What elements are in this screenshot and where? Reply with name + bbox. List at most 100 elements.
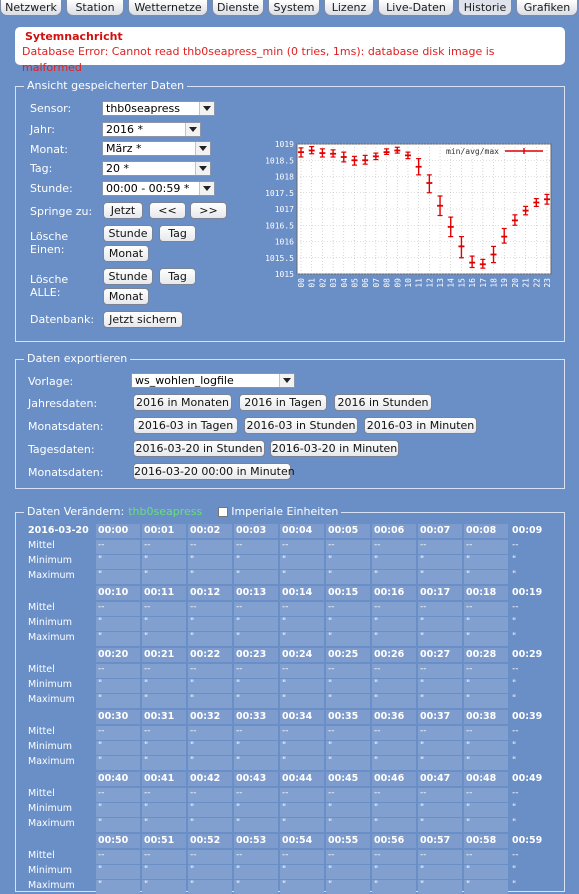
minute-value-cell[interactable]: -- xyxy=(326,726,370,740)
minute-value-cell[interactable]: " xyxy=(188,803,232,817)
minute-value-cell[interactable]: " xyxy=(234,756,278,770)
minute-value-cell[interactable]: -- xyxy=(234,664,278,678)
minute-value-cell[interactable]: -- xyxy=(418,788,462,802)
minute-value-cell[interactable]: " xyxy=(280,570,324,584)
minute-value-cell[interactable]: " xyxy=(512,694,517,704)
minute-value-cell[interactable]: " xyxy=(96,694,140,708)
minute-value-cell[interactable]: " xyxy=(234,555,278,569)
minute-value-cell[interactable]: -- xyxy=(512,788,519,798)
minute-value-cell[interactable]: " xyxy=(188,679,232,693)
minute-value-cell[interactable]: -- xyxy=(418,602,462,616)
minute-value-cell[interactable]: -- xyxy=(418,850,462,864)
minute-value-cell[interactable]: " xyxy=(512,818,517,828)
minute-value-cell[interactable]: " xyxy=(464,756,508,770)
minute-value-cell[interactable]: " xyxy=(234,803,278,817)
export-year-days-button[interactable]: 2016 in Tagen xyxy=(239,394,327,411)
template-select[interactable]: ws_wohlen_logfile xyxy=(131,373,295,388)
sensor-select[interactable]: thb0seapress xyxy=(102,101,215,116)
minute-value-cell[interactable]: -- xyxy=(188,726,232,740)
export-hour-minutes-button[interactable]: 2016-03-20 00:00 in Minuten xyxy=(133,463,295,480)
minute-value-cell[interactable]: " xyxy=(326,756,370,770)
minute-value-cell[interactable]: " xyxy=(188,865,232,879)
export-year-hours-button[interactable]: 2016 in Stunden xyxy=(334,394,432,411)
minute-value-cell[interactable]: -- xyxy=(326,540,370,554)
minute-value-cell[interactable]: " xyxy=(418,570,462,584)
minute-value-cell[interactable]: " xyxy=(142,570,186,584)
minute-value-cell[interactable]: " xyxy=(464,632,508,646)
minute-value-cell[interactable]: -- xyxy=(512,540,519,550)
minute-value-cell[interactable]: " xyxy=(234,818,278,832)
minute-value-cell[interactable]: -- xyxy=(326,664,370,678)
minute-value-cell[interactable]: " xyxy=(188,570,232,584)
minute-value-cell[interactable]: " xyxy=(418,632,462,646)
delete-one-hour-button[interactable]: Stunde xyxy=(103,225,153,242)
minute-value-cell[interactable]: -- xyxy=(142,850,186,864)
minute-value-cell[interactable]: " xyxy=(96,570,140,584)
minute-value-cell[interactable]: " xyxy=(464,617,508,631)
minute-value-cell[interactable]: -- xyxy=(142,664,186,678)
minute-value-cell[interactable]: " xyxy=(326,679,370,693)
minute-value-cell[interactable]: -- xyxy=(96,726,140,740)
minute-value-cell[interactable]: -- xyxy=(326,602,370,616)
tab-grafiken[interactable]: Grafiken xyxy=(516,0,578,16)
minute-value-cell[interactable]: " xyxy=(142,694,186,708)
minute-value-cell[interactable]: " xyxy=(142,818,186,832)
minute-value-cell[interactable]: " xyxy=(188,741,232,755)
delete-all-day-button[interactable]: Tag xyxy=(159,268,196,285)
minute-value-cell[interactable]: " xyxy=(512,679,517,689)
export-day-minutes-button[interactable]: 2016-03-20 in Minuten xyxy=(270,440,399,457)
minute-value-cell[interactable]: -- xyxy=(142,540,186,554)
minute-value-cell[interactable]: -- xyxy=(96,540,140,554)
jump-now-button[interactable]: Jetzt xyxy=(103,202,143,219)
minute-value-cell[interactable]: " xyxy=(326,632,370,646)
minute-value-cell[interactable]: -- xyxy=(512,664,519,674)
minute-value-cell[interactable]: " xyxy=(418,694,462,708)
minute-value-cell[interactable]: " xyxy=(512,570,517,580)
minute-value-cell[interactable]: " xyxy=(96,632,140,646)
minute-value-cell[interactable]: " xyxy=(280,756,324,770)
minute-value-cell[interactable]: -- xyxy=(372,602,416,616)
jump-prev-button[interactable]: << xyxy=(149,202,186,219)
tab-system[interactable]: System xyxy=(268,0,320,16)
minute-value-cell[interactable]: " xyxy=(464,818,508,832)
minute-value-cell[interactable]: " xyxy=(464,555,508,569)
minute-value-cell[interactable]: -- xyxy=(464,602,508,616)
minute-value-cell[interactable]: " xyxy=(326,694,370,708)
tab-netzwerk[interactable]: Netzwerk xyxy=(0,0,62,16)
minute-value-cell[interactable]: -- xyxy=(234,602,278,616)
minute-value-cell[interactable]: -- xyxy=(188,602,232,616)
minute-value-cell[interactable]: " xyxy=(372,694,416,708)
minute-value-cell[interactable]: -- xyxy=(464,788,508,802)
minute-value-cell[interactable]: " xyxy=(234,632,278,646)
minute-value-cell[interactable]: " xyxy=(326,741,370,755)
minute-value-cell[interactable]: " xyxy=(512,880,517,890)
minute-value-cell[interactable]: " xyxy=(464,865,508,879)
minute-value-cell[interactable]: " xyxy=(418,880,462,894)
export-day-hours-button[interactable]: 2016-03-20 in Stunden xyxy=(133,440,265,457)
minute-value-cell[interactable]: -- xyxy=(96,602,140,616)
minute-value-cell[interactable]: " xyxy=(96,803,140,817)
minute-value-cell[interactable]: " xyxy=(142,880,186,894)
backup-now-button[interactable]: Jetzt sichern xyxy=(103,311,183,328)
minute-value-cell[interactable]: " xyxy=(464,741,508,755)
minute-value-cell[interactable]: " xyxy=(234,865,278,879)
minute-value-cell[interactable]: -- xyxy=(142,726,186,740)
minute-value-cell[interactable]: " xyxy=(188,694,232,708)
minute-value-cell[interactable]: -- xyxy=(280,664,324,678)
minute-value-cell[interactable]: " xyxy=(188,632,232,646)
minute-value-cell[interactable]: " xyxy=(418,818,462,832)
minute-value-cell[interactable]: -- xyxy=(512,602,519,612)
minute-value-cell[interactable]: -- xyxy=(96,788,140,802)
day-select[interactable]: 20 * xyxy=(102,161,211,176)
tab-historie[interactable]: Historie xyxy=(458,0,512,16)
minute-value-cell[interactable]: " xyxy=(234,617,278,631)
minute-value-cell[interactable]: -- xyxy=(234,788,278,802)
minute-value-cell[interactable]: " xyxy=(464,679,508,693)
delete-all-month-button[interactable]: Monat xyxy=(103,288,149,305)
minute-value-cell[interactable]: -- xyxy=(418,726,462,740)
minute-value-cell[interactable]: " xyxy=(418,679,462,693)
minute-value-cell[interactable]: " xyxy=(188,818,232,832)
minute-value-cell[interactable]: " xyxy=(372,741,416,755)
minute-value-cell[interactable]: " xyxy=(418,741,462,755)
minute-value-cell[interactable]: " xyxy=(464,803,508,817)
